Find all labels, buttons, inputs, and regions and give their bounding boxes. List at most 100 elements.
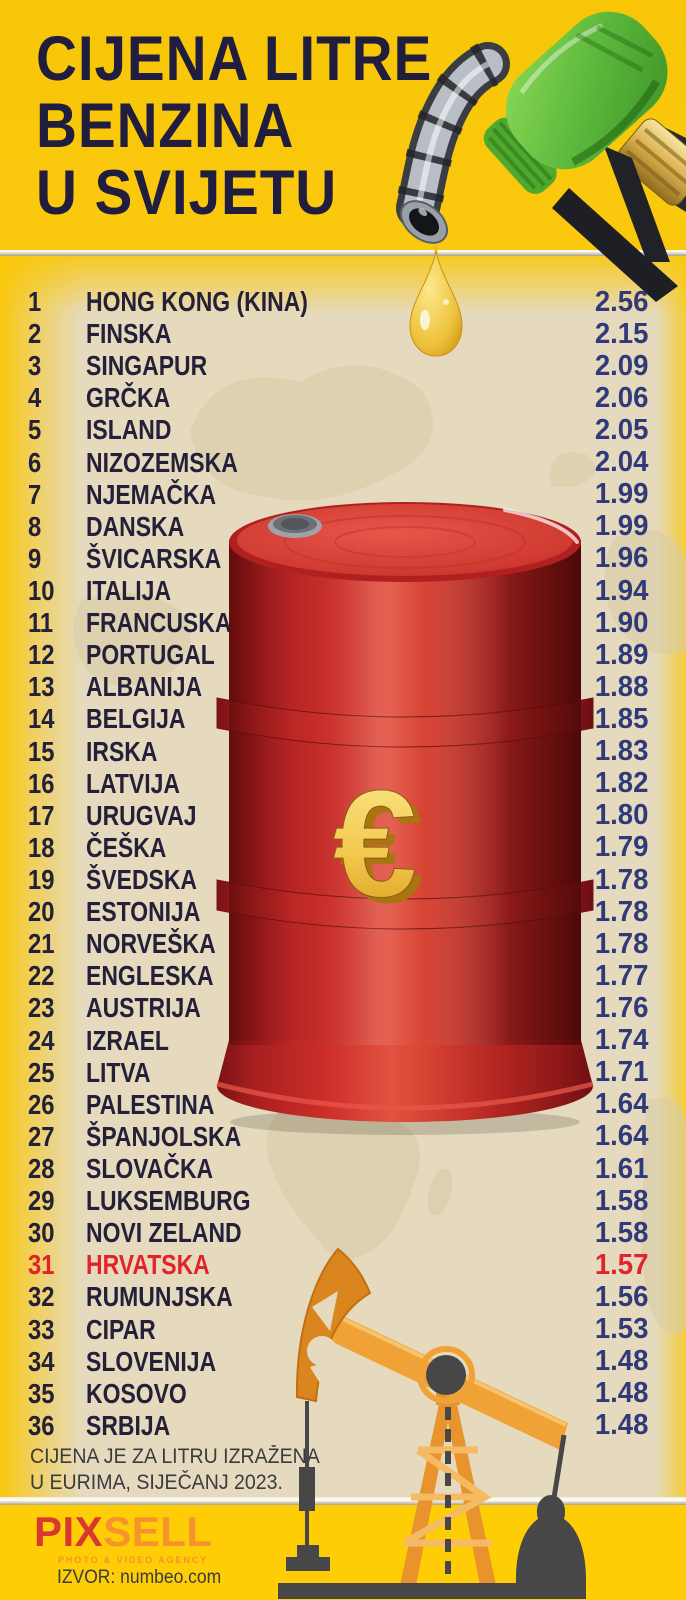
rank-row: 22 ENGLESKA 1.77 bbox=[28, 960, 648, 992]
rank-number: 23 bbox=[28, 992, 55, 1024]
rank-number: 27 bbox=[28, 1120, 55, 1152]
rank-number: 16 bbox=[28, 767, 55, 799]
price-value: 1.64 bbox=[594, 1120, 648, 1153]
rank-row: 26 PALESTINA 1.64 bbox=[28, 1088, 648, 1121]
country-name: FRANCUSKA bbox=[86, 607, 232, 639]
country-name: ESTONIJA bbox=[86, 896, 201, 928]
price-value: 1.82 bbox=[594, 767, 648, 800]
country-name: SINGAPUR bbox=[86, 350, 208, 382]
country-name: ŠVEDSKA bbox=[86, 864, 198, 896]
rank-number: 26 bbox=[28, 1088, 55, 1120]
country-name: ITALIJA bbox=[86, 575, 172, 607]
oil-drop-icon bbox=[409, 246, 463, 357]
title-line-2: BENZINA bbox=[36, 91, 295, 161]
country-name: NOVI ZELAND bbox=[86, 1217, 242, 1249]
rank-row: 8 DANSKA 1.99 bbox=[28, 510, 648, 543]
rank-row: 31 HRVATSKA 1.57 bbox=[28, 1249, 648, 1281]
price-value: 1.48 bbox=[594, 1409, 648, 1442]
price-value: 1.99 bbox=[594, 510, 648, 543]
country-name: ŠVICARSKA bbox=[86, 542, 222, 574]
price-value: 2.15 bbox=[594, 317, 648, 350]
rank-row: 1 HONG KONG (KINA) 2.56 bbox=[28, 286, 648, 318]
price-value: 1.53 bbox=[594, 1313, 648, 1346]
country-name: IRSKA bbox=[86, 735, 158, 767]
oil-barrel-icon: € € bbox=[216, 502, 594, 1135]
country-name: DANSKA bbox=[86, 510, 185, 542]
rank-row: 10 ITALIJA 1.94 bbox=[28, 575, 648, 607]
rank-row: 20 ESTONIJA 1.78 bbox=[28, 896, 648, 928]
price-value: 1.58 bbox=[594, 1184, 648, 1217]
price-ranking-list: 1 HONG KONG (KINA) 2.56 2 FINSKA 2.15 3 SINGAPU… bbox=[28, 286, 648, 1442]
oil-pump-jack-icon bbox=[278, 1247, 586, 1599]
price-value: 1.85 bbox=[594, 702, 648, 735]
country-name: SRBIJA bbox=[86, 1409, 171, 1441]
country-name: FINSKA bbox=[86, 318, 172, 350]
country-name: LITVA bbox=[86, 1056, 151, 1088]
rank-number: 10 bbox=[28, 575, 55, 607]
country-name: ALBANIJA bbox=[86, 671, 203, 703]
rank-number: 28 bbox=[28, 1153, 55, 1184]
country-name: GRČKA bbox=[86, 382, 171, 414]
rank-row: 4 GRČKA 2.06 bbox=[28, 382, 648, 414]
rank-number: 19 bbox=[28, 864, 55, 896]
nozzle-spout-icon bbox=[399, 200, 449, 244]
fuel-nozzle-icon bbox=[395, 11, 686, 357]
left-yellow-fade bbox=[0, 248, 82, 1505]
title-line-1: CIJENA LITRE bbox=[36, 24, 433, 94]
price-value: 1.78 bbox=[594, 927, 648, 960]
rank-number: 34 bbox=[28, 1345, 55, 1377]
rank-number: 25 bbox=[28, 1056, 55, 1088]
barrel-cap-icon bbox=[268, 514, 322, 538]
rank-number: 2 bbox=[28, 318, 42, 350]
price-value: 1.90 bbox=[594, 606, 648, 639]
rank-number: 20 bbox=[28, 896, 55, 928]
page-title: CIJENA LITRE BENZINA U SVIJETU bbox=[36, 26, 432, 227]
rank-number: 32 bbox=[28, 1281, 55, 1313]
rank-row: 6 NIZOZEMSKA 2.04 bbox=[28, 446, 648, 479]
title-line-3: U SVIJETU bbox=[36, 158, 338, 228]
footnote-line-1: CIJENA JE ZA LITRU IZRAŽENA bbox=[30, 1445, 320, 1468]
country-name: HRVATSKA bbox=[86, 1249, 210, 1281]
rank-number: 31 bbox=[28, 1249, 55, 1281]
price-value: 1.56 bbox=[594, 1280, 648, 1313]
rank-number: 17 bbox=[28, 799, 55, 831]
price-value: 2.06 bbox=[594, 381, 648, 414]
price-value: 1.99 bbox=[594, 478, 648, 511]
footer-separator-line bbox=[0, 1497, 686, 1505]
country-name: RUMUNJSKA bbox=[86, 1281, 233, 1313]
logo-sell: SELL bbox=[103, 1508, 213, 1555]
rank-row: 32 RUMUNJSKA 1.56 bbox=[28, 1281, 648, 1313]
rank-row: 7 NJEMAČKA 1.99 bbox=[28, 478, 648, 511]
country-name: NIZOZEMSKA bbox=[86, 446, 238, 478]
rank-row: 21 NORVEŠKA 1.78 bbox=[28, 928, 648, 960]
pixsell-logo: PIXSELL bbox=[34, 1510, 213, 1554]
price-value: 1.57 bbox=[594, 1248, 648, 1281]
rank-row: 30 NOVI ZELAND 1.58 bbox=[28, 1217, 648, 1249]
rank-row: 15 IRSKA 1.83 bbox=[28, 735, 648, 768]
price-value: 1.94 bbox=[594, 574, 648, 607]
country-name: PALESTINA bbox=[86, 1088, 215, 1120]
country-name: CIPAR bbox=[86, 1313, 156, 1345]
price-value: 1.48 bbox=[594, 1345, 648, 1378]
price-value: 1.88 bbox=[594, 670, 648, 703]
rank-row: 3 SINGAPUR 2.09 bbox=[28, 350, 648, 382]
price-value: 1.76 bbox=[594, 991, 648, 1024]
rank-row: 14 BELGIJA 1.85 bbox=[28, 703, 648, 735]
rank-row: 27 ŠPANJOLSKA 1.64 bbox=[28, 1120, 648, 1153]
country-name: LUKSEMBURG bbox=[86, 1185, 251, 1217]
rank-number: 14 bbox=[28, 703, 55, 735]
country-name: KOSOVO bbox=[86, 1377, 187, 1409]
rank-row: 19 ŠVEDSKA 1.78 bbox=[28, 864, 648, 896]
price-value: 1.89 bbox=[594, 638, 648, 671]
rank-number: 3 bbox=[28, 350, 42, 382]
rank-row: 33 CIPAR 1.53 bbox=[28, 1313, 648, 1346]
rank-number: 9 bbox=[28, 542, 42, 574]
rank-row: 9 ŠVICARSKA 1.96 bbox=[28, 542, 648, 575]
price-value: 1.71 bbox=[594, 1056, 648, 1089]
rank-row: 29 LUKSEMBURG 1.58 bbox=[28, 1185, 648, 1217]
country-name: SLOVAČKA bbox=[86, 1153, 214, 1184]
svg-text:€: € bbox=[340, 765, 425, 935]
price-value: 1.78 bbox=[594, 895, 648, 928]
price-value: 1.79 bbox=[594, 831, 648, 864]
